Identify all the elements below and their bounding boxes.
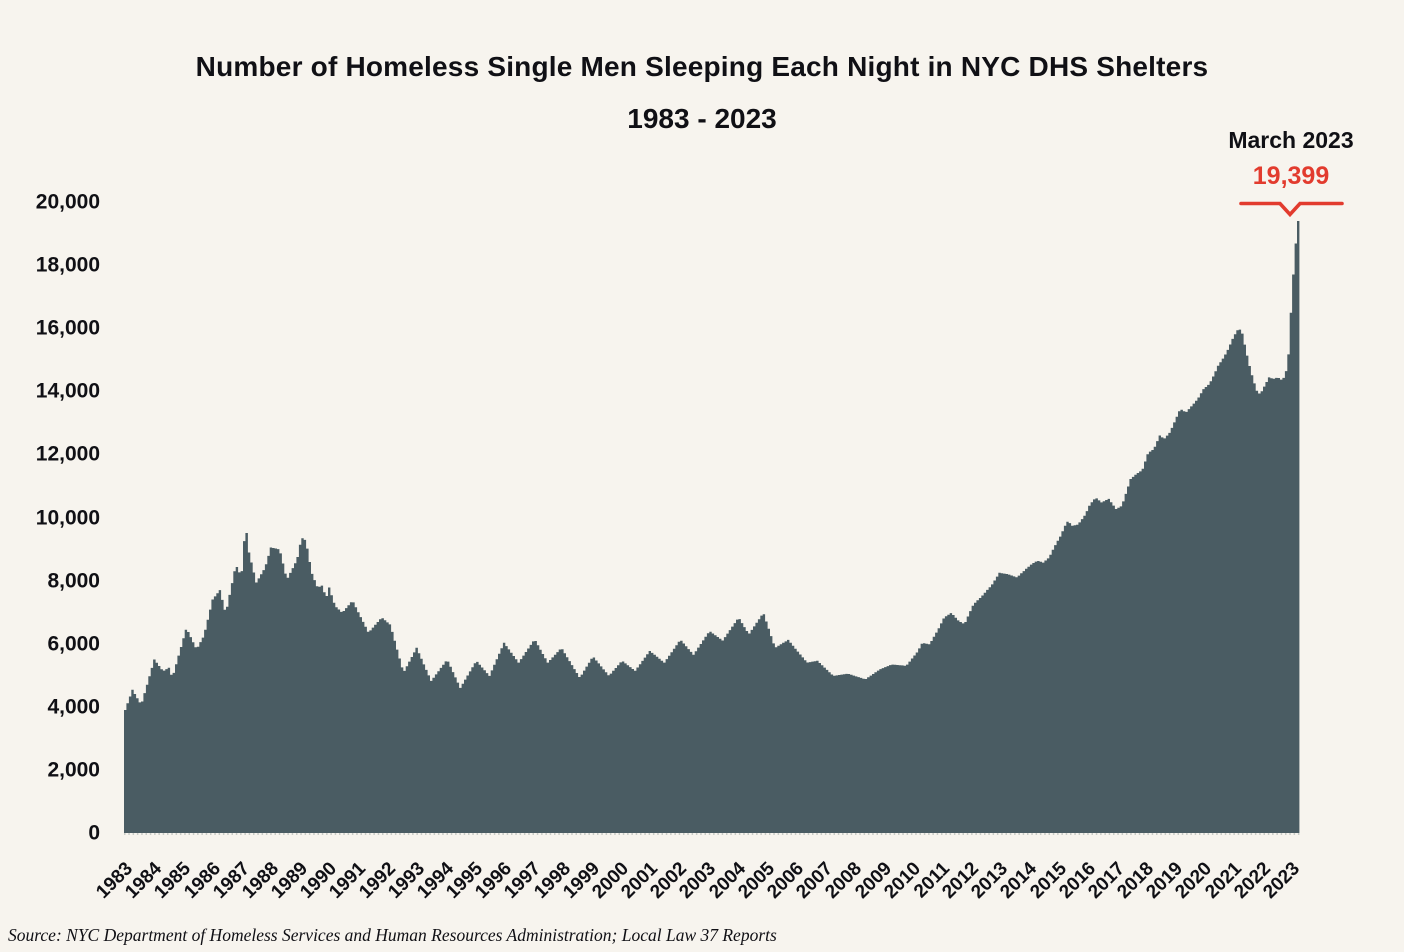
y-axis-label: 16,000	[35, 316, 100, 340]
chart-subtitle: 1983 - 2023	[627, 103, 777, 134]
area-series	[124, 221, 1300, 833]
y-axis-label: 10,000	[35, 506, 100, 529]
y-axis-label: 0	[88, 821, 100, 845]
y-axis-label: 8,000	[47, 569, 100, 593]
annotation-date-label: March 2023	[1228, 127, 1354, 153]
y-axis-label: 18,000	[35, 253, 100, 277]
y-axis-label: 6,000	[47, 632, 100, 656]
y-axis-label: 12,000	[35, 442, 100, 466]
source-note: Source: NYC Department of Homeless Servi…	[8, 925, 777, 945]
y-axis-label: 2,000	[47, 758, 100, 782]
annotation-pointer-line	[1239, 201, 1344, 218]
y-axis-label: 20,000	[35, 190, 100, 214]
chart-title: Number of Homeless Single Men Sleeping E…	[195, 51, 1209, 82]
annotation-value-label: 19,399	[1252, 162, 1330, 190]
y-axis-label: 4,000	[47, 695, 100, 719]
y-axis-label: 14,000	[35, 379, 100, 403]
